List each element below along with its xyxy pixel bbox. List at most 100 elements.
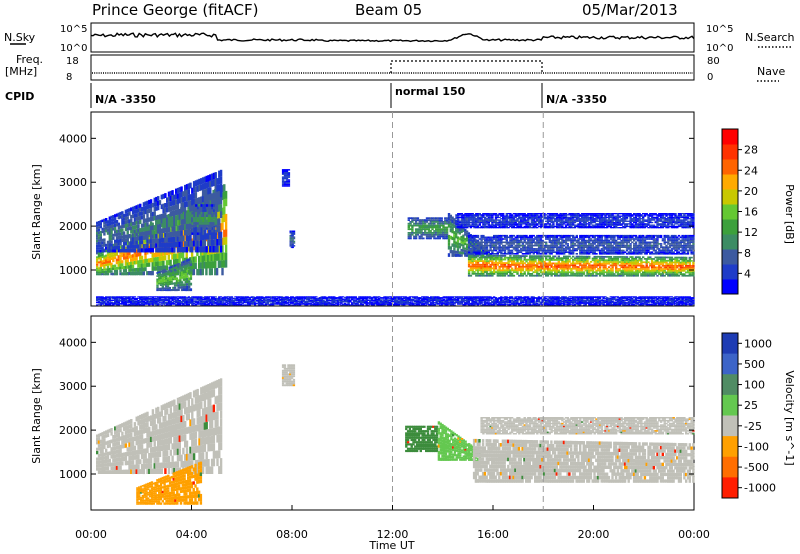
cell [101, 219, 104, 223]
cell [210, 268, 213, 276]
cell [201, 255, 204, 262]
cell [149, 212, 153, 217]
cell [485, 238, 489, 240]
cell [200, 217, 203, 220]
cell [667, 256, 670, 259]
cell [528, 269, 532, 272]
cell [510, 264, 514, 266]
cell [493, 249, 496, 252]
cell [131, 233, 135, 238]
cell [523, 273, 526, 275]
cell [636, 263, 639, 265]
cell [559, 273, 562, 275]
cell [611, 261, 614, 263]
cell [650, 258, 654, 260]
cell [445, 217, 449, 220]
cell [139, 236, 142, 241]
cell [631, 241, 634, 244]
cell [99, 262, 102, 265]
cell [527, 241, 530, 244]
cell [173, 284, 177, 287]
cell [598, 259, 602, 262]
cell [527, 248, 530, 250]
cell [600, 259, 604, 262]
cell [484, 260, 487, 263]
cell [151, 270, 154, 276]
cell [527, 251, 530, 253]
cell [422, 224, 425, 227]
cell [162, 250, 165, 256]
cell [442, 222, 445, 225]
cell [688, 258, 691, 261]
cell [566, 267, 569, 270]
cell [528, 241, 532, 244]
cell [683, 256, 686, 259]
cell [652, 261, 656, 264]
cell [482, 244, 485, 247]
cell [557, 259, 560, 261]
cell [424, 222, 427, 225]
cell [142, 235, 146, 240]
cell [186, 261, 189, 265]
cell [575, 255, 578, 258]
cell [148, 248, 151, 253]
cell [487, 274, 490, 277]
cell [281, 170, 285, 172]
cell [507, 249, 510, 252]
cell [162, 237, 165, 243]
cell [210, 239, 214, 246]
cell [593, 268, 596, 270]
cell [126, 237, 129, 242]
cell [514, 262, 517, 265]
cell [196, 219, 200, 223]
cell [106, 272, 110, 276]
cell [525, 265, 528, 268]
cell [554, 264, 557, 267]
cell [690, 249, 693, 252]
cell [121, 263, 124, 267]
cell [586, 259, 589, 261]
cell [469, 249, 473, 252]
cell [135, 253, 138, 257]
cell [528, 258, 532, 261]
cell [203, 189, 207, 196]
cell [498, 254, 501, 257]
cell [582, 266, 586, 268]
cell [512, 239, 516, 242]
cell [579, 262, 582, 265]
cell [114, 223, 117, 227]
cell [634, 264, 638, 267]
cell [656, 266, 659, 269]
cell [588, 241, 591, 244]
cell [494, 256, 498, 259]
cell [170, 280, 173, 283]
cell [166, 207, 169, 213]
cell [670, 258, 674, 260]
cell [133, 217, 137, 222]
cell [178, 247, 181, 253]
cell [491, 258, 494, 261]
cell [170, 270, 173, 273]
cell [101, 244, 104, 247]
cell [155, 247, 158, 253]
cell [489, 249, 492, 252]
cell [184, 267, 187, 271]
cell [519, 241, 523, 244]
cell [130, 226, 133, 230]
cell [550, 262, 553, 265]
cell [498, 273, 501, 275]
cell [500, 243, 503, 245]
cell [509, 251, 512, 253]
cell [184, 272, 187, 276]
cell [480, 263, 483, 266]
cell [135, 217, 138, 221]
cell [287, 172, 291, 174]
cell [160, 228, 163, 234]
cell [507, 236, 510, 239]
cell [158, 273, 161, 275]
cell [204, 224, 207, 228]
cell [456, 242, 460, 246]
cell [177, 286, 180, 289]
cell [579, 259, 582, 261]
cell [209, 174, 212, 181]
